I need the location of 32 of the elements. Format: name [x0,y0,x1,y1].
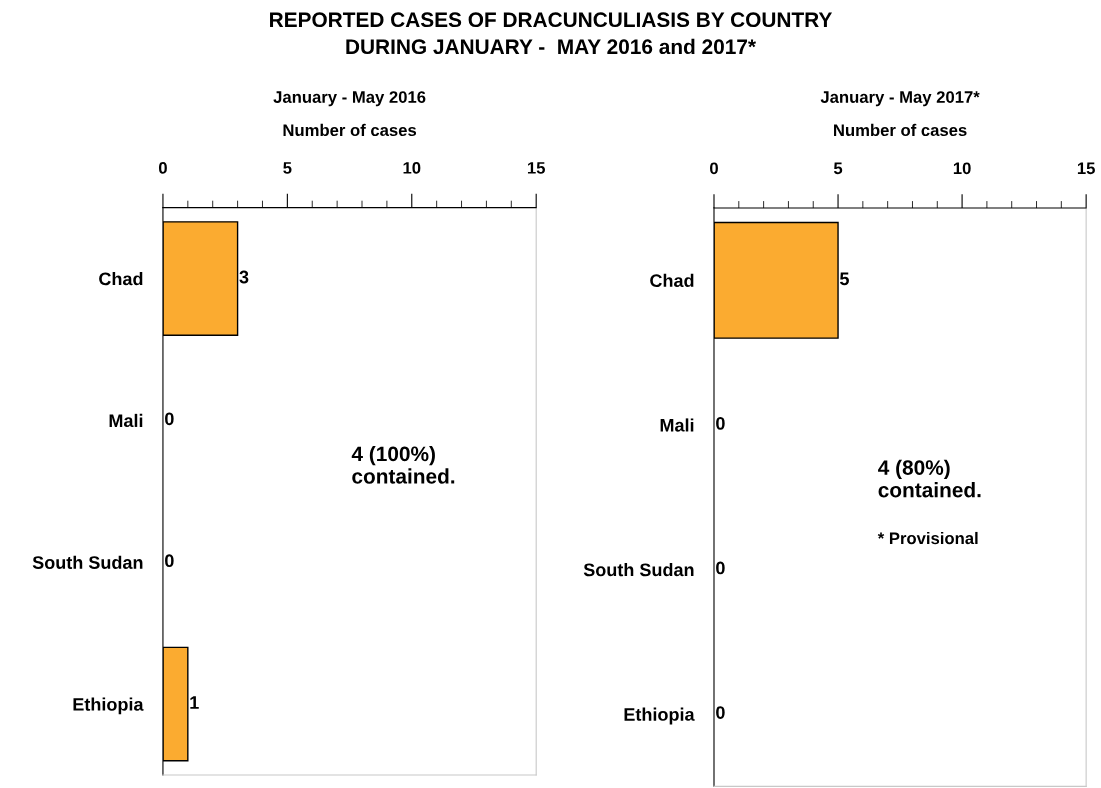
data-label: 5 [839,272,849,286]
data-label: 0 [716,706,725,719]
x-tick-label: 10 [953,162,971,175]
data-label: 3 [239,270,249,284]
y-tick-label: Ethiopia [624,707,695,725]
annotation: 4 (80%) contained. [878,459,981,498]
chart-subtitle: January - May 2016 [273,91,426,107]
x-axis-title: Number of cases [834,123,967,137]
x-tick-label: 15 [1077,162,1095,175]
y-tick-label: Chad [99,272,143,286]
y-tick-label: South Sudan [583,562,694,577]
x-tick-label: 0 [710,162,718,175]
y-tick-label: Chad [650,273,694,288]
chart-title: REPORTED CASES OF DRACUNCULIASIS BY COUNTRY DURING JANUARY - MAY 2016 and 2017* [270,12,833,55]
annotation: * Provisional [877,531,978,545]
y-tick-label: Mali [109,413,143,428]
x-tick-label: 10 [403,161,421,174]
annotation: 4 (100%) contained. [351,445,455,484]
data-label: 0 [165,412,174,426]
x-tick-label: 15 [527,162,545,174]
x-tick-label: 0 [158,161,167,174]
x-axis-title: Number of cases [283,123,417,137]
data-label: 0 [716,416,725,430]
x-tick-label: 5 [833,162,843,175]
y-tick-label: Mali [660,418,694,432]
data-label: 0 [716,561,725,575]
chart-subtitle: January - May 2017* [820,91,980,107]
y-tick-label: Ethiopia [73,697,144,715]
y-tick-label: South Sudan [32,555,143,569]
data-label: 1 [190,696,199,709]
data-label: 0 [165,554,174,568]
x-tick-label: 5 [283,162,292,174]
